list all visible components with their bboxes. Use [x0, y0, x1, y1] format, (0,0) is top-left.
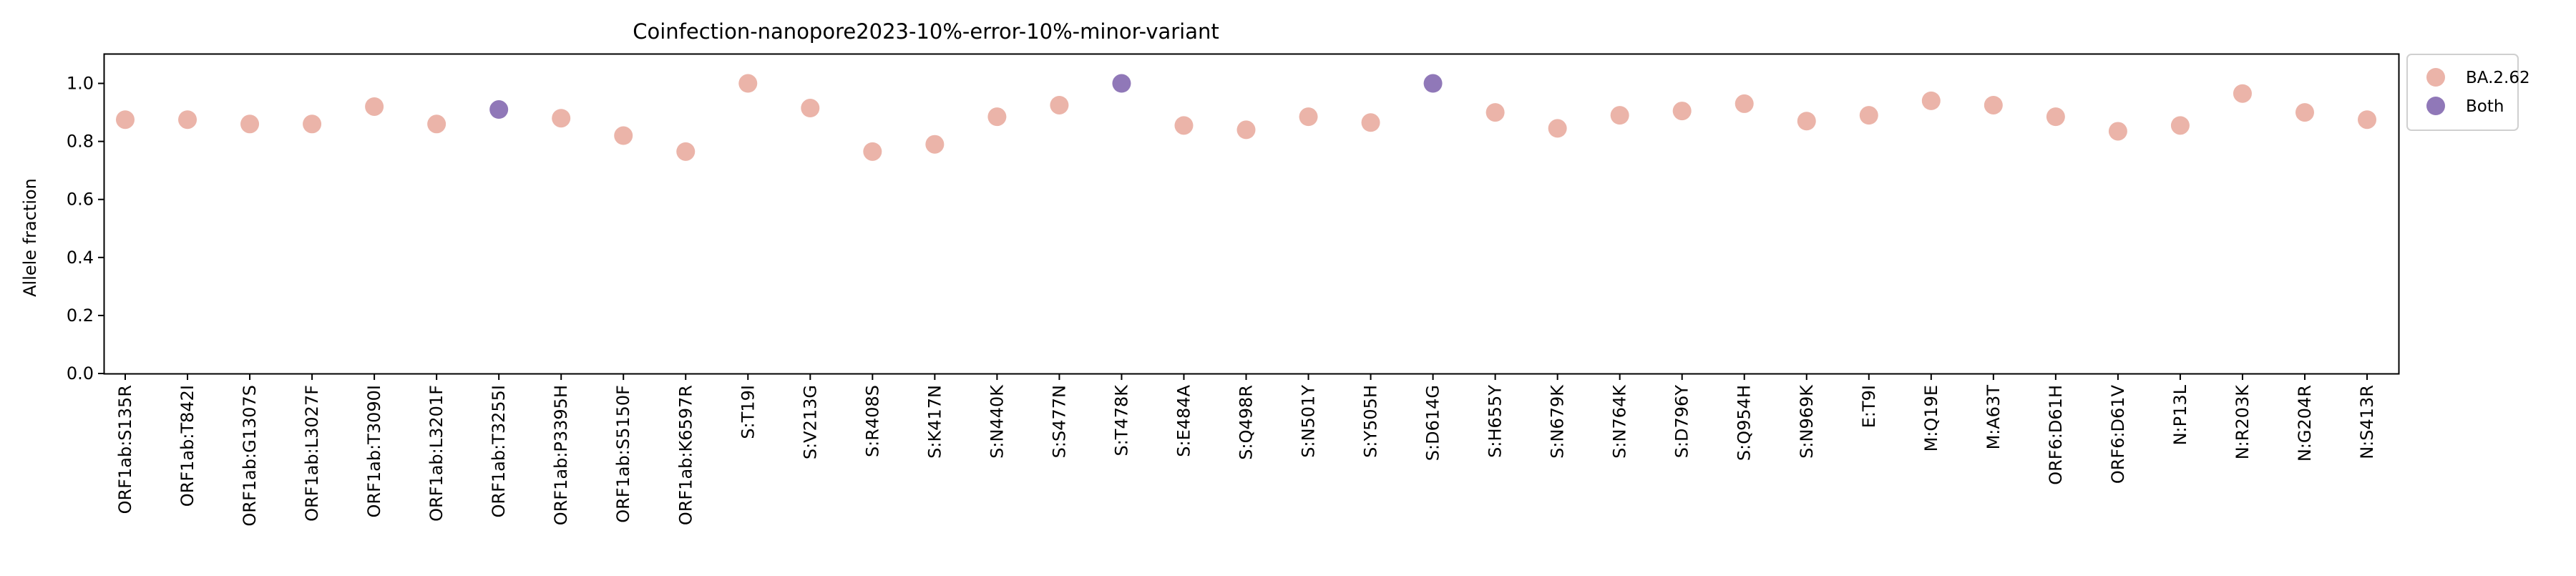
data-point-ba-2-62	[1050, 95, 1069, 114]
data-point-ba-2-62	[1236, 120, 1256, 140]
data-point-ba-2-62	[1859, 106, 1878, 125]
x-tick-label: ORF1ab:G1307S	[240, 385, 260, 527]
x-tick-label: S:D796Y	[1672, 385, 1692, 459]
y-tick-label: 0.4	[67, 248, 94, 268]
data-point-ba-2-62	[2295, 103, 2314, 122]
chart-title: Coinfection-nanopore2023-10%-error-10%-m…	[633, 19, 1219, 44]
y-tick-label: 0.8	[67, 132, 94, 152]
x-tick-label: S:Y505H	[1361, 385, 1381, 458]
data-point-ba-2-62	[1672, 102, 1692, 121]
legend-label: Both	[2466, 97, 2504, 116]
x-tick-label: S:N679K	[1548, 384, 1568, 459]
x-tick-label: ORF1ab:K6597R	[675, 385, 696, 525]
x-tick-label: N:P13L	[2170, 384, 2190, 445]
plot-frame	[103, 53, 2400, 375]
data-point-ba-2-62	[2046, 107, 2065, 127]
data-point-ba-2-62	[1610, 106, 1629, 125]
data-point-ba-2-62	[1361, 113, 1380, 132]
x-tick-label: S:E484A	[1174, 384, 1194, 457]
data-point-ba-2-62	[240, 114, 260, 134]
data-point-ba-2-62	[303, 114, 322, 134]
x-tick-label: S:N501Y	[1299, 385, 1319, 458]
x-tick-label: S:N764K	[1610, 384, 1630, 459]
y-tick-label: 0.0	[67, 363, 94, 384]
y-axis-label: Allele fraction	[20, 178, 40, 297]
x-tick-label: S:K417N	[924, 385, 945, 459]
x-tick-label: ORF1ab:T3090I	[364, 385, 384, 517]
x-tick-label: N:R203K	[2233, 384, 2253, 460]
x-tick-label: ORF1ab:L3027F	[302, 385, 322, 522]
data-point-both	[489, 100, 509, 119]
x-tick-label: ORF1ab:S5150F	[613, 385, 633, 523]
data-point-ba-2-62	[614, 126, 633, 145]
data-point-ba-2-62	[365, 97, 384, 116]
data-point-ba-2-62	[2358, 110, 2376, 130]
x-tick-label: S:T19I	[738, 385, 758, 439]
data-point-ba-2-62	[1548, 119, 1567, 138]
data-point-ba-2-62	[427, 114, 447, 134]
x-tick-label: E:T9I	[1859, 385, 1879, 428]
x-tick-label: N:G204R	[2295, 385, 2315, 462]
data-point-ba-2-62	[925, 135, 945, 154]
x-tick-label: ORF6:D61V	[2108, 384, 2128, 484]
x-tick-label: S:H655Y	[1485, 385, 1506, 458]
y-tick-label: 0.6	[67, 190, 94, 210]
legend-label: BA.2.62	[2466, 69, 2530, 87]
legend-marker	[2426, 97, 2445, 115]
x-tick-label: S:D614G	[1423, 385, 1443, 461]
x-tick-label: S:Q954H	[1735, 385, 1755, 461]
data-point-ba-2-62	[863, 142, 882, 161]
x-tick-label: S:T478K	[1111, 384, 1131, 457]
data-point-both	[1112, 74, 1131, 93]
x-tick-label: S:V213G	[800, 385, 820, 459]
y-axis: 0.0 0.2 0.4 0.6 0.8 1.0	[67, 74, 104, 384]
x-tick-label: ORF1ab:L3201F	[426, 385, 447, 522]
x-tick-label: S:N440K	[987, 384, 1007, 459]
x-tick-label: M:A63T	[1984, 385, 2004, 450]
x-tick-label: M:Q19E	[1921, 385, 1941, 451]
x-tick-label: ORF1ab:S135R	[115, 385, 135, 514]
x-tick-label: N:S413R	[2357, 385, 2377, 459]
data-point-ba-2-62	[178, 110, 197, 130]
x-tick-label: ORF1ab:P3395H	[551, 385, 571, 525]
x-tick-label: ORF1ab:T842I	[177, 385, 197, 507]
data-point-ba-2-62	[801, 99, 820, 118]
data-point-ba-2-62	[1174, 116, 1194, 135]
data-point-both	[1423, 74, 1443, 93]
x-tick-label: S:N969K	[1797, 384, 1817, 459]
y-tick-label: 1.0	[67, 74, 94, 94]
legend-box	[2406, 54, 2519, 131]
legend-marker	[2426, 68, 2445, 87]
y-tick-label: 0.2	[67, 306, 94, 326]
data-point-ba-2-62	[1485, 103, 1505, 122]
x-tick-label: S:Q498R	[1236, 385, 1257, 460]
data-point-ba-2-62	[1299, 107, 1318, 127]
data-point-ba-2-62	[738, 74, 758, 93]
x-tick-label: ORF6:D61H	[2046, 385, 2066, 485]
data-points	[116, 74, 2376, 161]
data-point-ba-2-62	[987, 107, 1007, 127]
x-tick-label: S:S477N	[1049, 385, 1069, 458]
data-point-ba-2-62	[1984, 95, 2003, 114]
data-point-ba-2-62	[2170, 116, 2190, 135]
data-point-ba-2-62	[2108, 122, 2127, 141]
x-tick-label: ORF1ab:T3255I	[489, 385, 509, 517]
legend: BA.2.62 Both	[2406, 54, 2530, 131]
data-point-ba-2-62	[1735, 94, 1754, 113]
data-point-ba-2-62	[552, 109, 571, 128]
data-point-ba-2-62	[676, 142, 696, 161]
data-point-ba-2-62	[1797, 112, 1816, 131]
x-tick-label: S:R408S	[862, 385, 882, 457]
data-point-ba-2-62	[2233, 84, 2252, 103]
x-axis: ORF1ab:S135R ORF1ab:T842I ORF1ab:G1307S ORF…	[115, 374, 2377, 527]
data-point-ba-2-62	[116, 110, 135, 130]
data-point-ba-2-62	[1921, 91, 1941, 110]
